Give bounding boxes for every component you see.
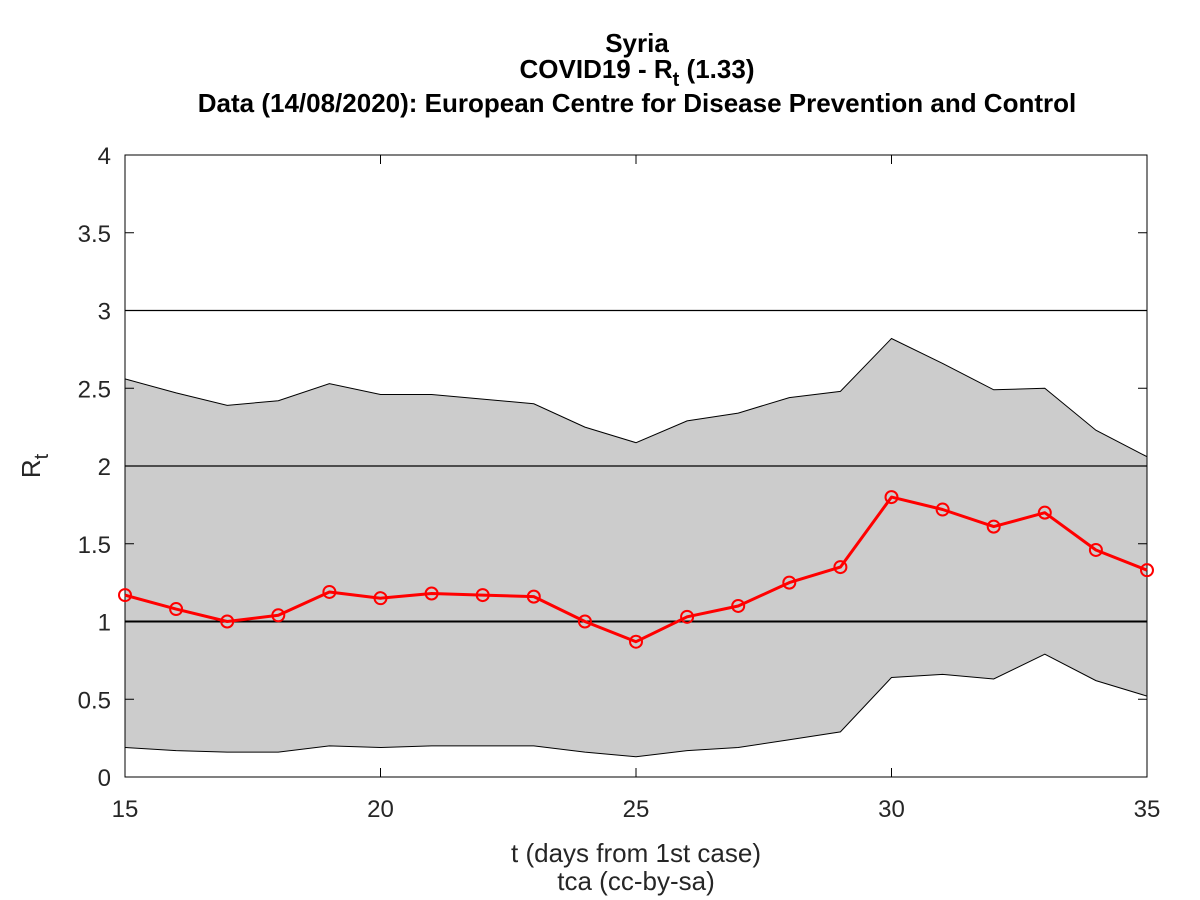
rt-data-point [782, 575, 797, 590]
x-tick-label: 30 [878, 796, 905, 823]
rt-data-point [1140, 563, 1154, 578]
rt-data-point [680, 609, 695, 624]
credit-label: tca (cc-by-sa) [557, 866, 714, 896]
x-tick-label: 25 [623, 796, 650, 823]
y-tick-label: 0.5 [78, 687, 111, 714]
chart-subtitle-main: COVID19 - R [520, 54, 673, 84]
y-ticks: 0 0.5 1 1.5 2 2.5 3 3.5 4 [78, 143, 1147, 792]
band-upper-edge [124, 337, 1148, 458]
chart-subtitle-source: Data (14/08/2020): European Centre for D… [198, 88, 1076, 118]
rt-data-point [629, 634, 643, 649]
rt-data-point [169, 602, 184, 617]
rt-data-point [526, 589, 541, 604]
x-tick-label: 15 [112, 796, 139, 823]
y-tick-label: 3 [98, 299, 111, 326]
rt-data-point [833, 560, 848, 575]
x-tick-label: 35 [1134, 796, 1161, 823]
x-axis-label: t (days from 1st case) [511, 838, 761, 868]
y-tick-label: 0 [98, 765, 111, 792]
rt-data-point [475, 588, 490, 603]
reference-lines-layer [125, 309, 1147, 623]
y-tick-label: 1 [98, 610, 111, 637]
rt-series-line [124, 495, 1148, 644]
rt-data-point [118, 588, 132, 603]
rt-data-point [1088, 542, 1103, 557]
rt-data-point [577, 614, 592, 629]
y-tick-label: 2.5 [78, 376, 111, 403]
y-tick-label: 3.5 [78, 221, 111, 248]
rt-data-point [220, 614, 235, 629]
chart-title: Syria [605, 28, 669, 58]
rt-data-point [884, 490, 899, 505]
y-axis-label-sub: t [31, 453, 53, 459]
rt-data-point [322, 584, 337, 599]
y-axis-label-main: R [16, 459, 46, 478]
confidence-band [125, 338, 1147, 757]
chart-subtitle: COVID19 - Rt (1.33) [520, 54, 755, 91]
rt-data-point [731, 598, 746, 613]
y-axis-label: Rt [16, 453, 53, 478]
rt-data-point [986, 519, 1001, 534]
y-tick-label: 2 [98, 454, 111, 481]
chart-subtitle-value: (1.33) [679, 54, 754, 84]
x-tick-label: 20 [367, 796, 394, 823]
band-lower-edge [124, 653, 1148, 758]
x-ticks: 15 20 25 30 35 [112, 155, 1161, 823]
y-tick-label: 1.5 [78, 532, 111, 559]
rt-data-point [271, 608, 286, 623]
chart-subtitle-sub: t [673, 69, 680, 91]
y-tick-label: 4 [98, 143, 111, 170]
rt-data-point [1037, 505, 1052, 520]
rt-data-point [424, 586, 439, 601]
series-layer [118, 490, 1154, 649]
confidence-band-layer [124, 337, 1148, 758]
rt-data-point [935, 502, 950, 517]
rt-data-point [373, 591, 388, 606]
